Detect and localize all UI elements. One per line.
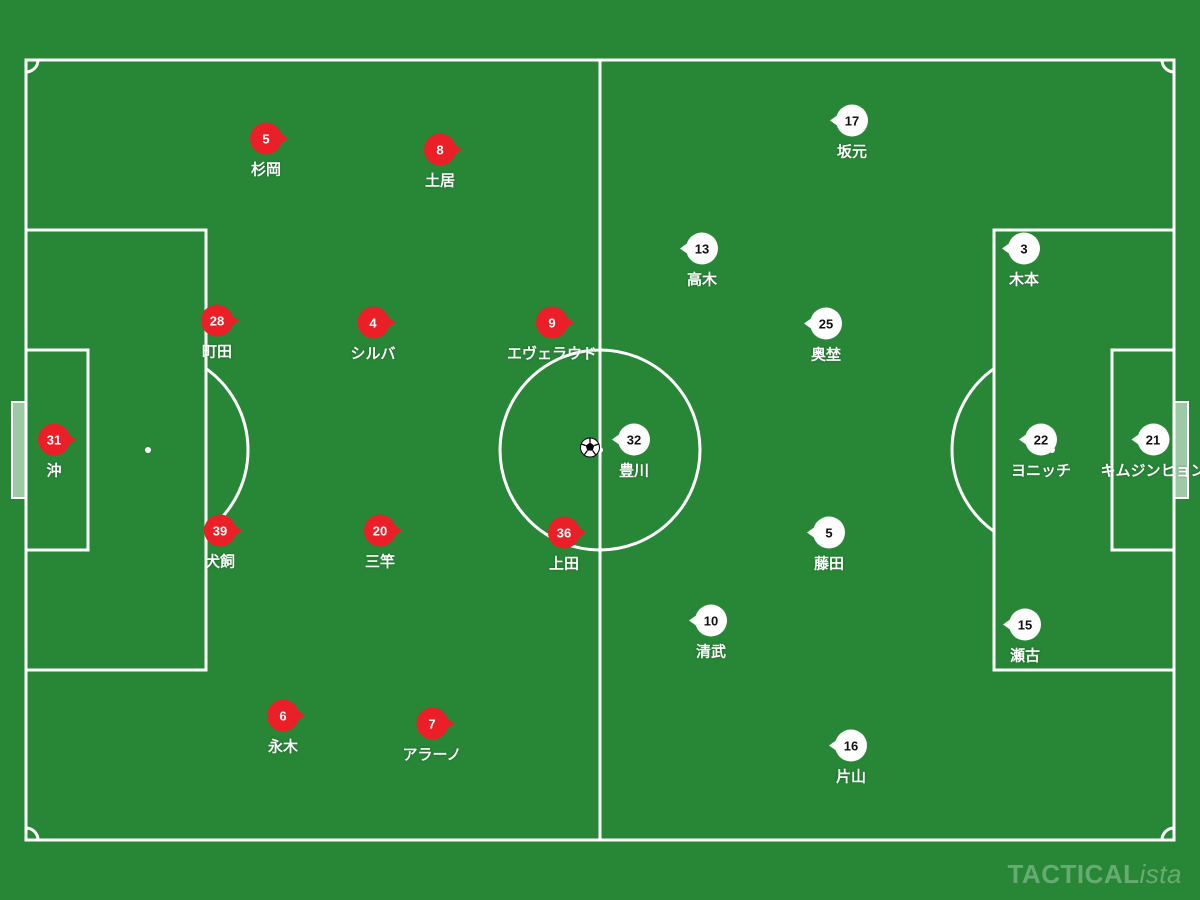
- tactics-board: 31沖5杉岡28町田39犬飼6永木4シルバ20三竿8土居7アラーノ9エヴェラウド…: [0, 0, 1200, 900]
- pitch-svg: [0, 0, 1200, 900]
- ball: [580, 438, 600, 463]
- ball-icon: [580, 438, 600, 458]
